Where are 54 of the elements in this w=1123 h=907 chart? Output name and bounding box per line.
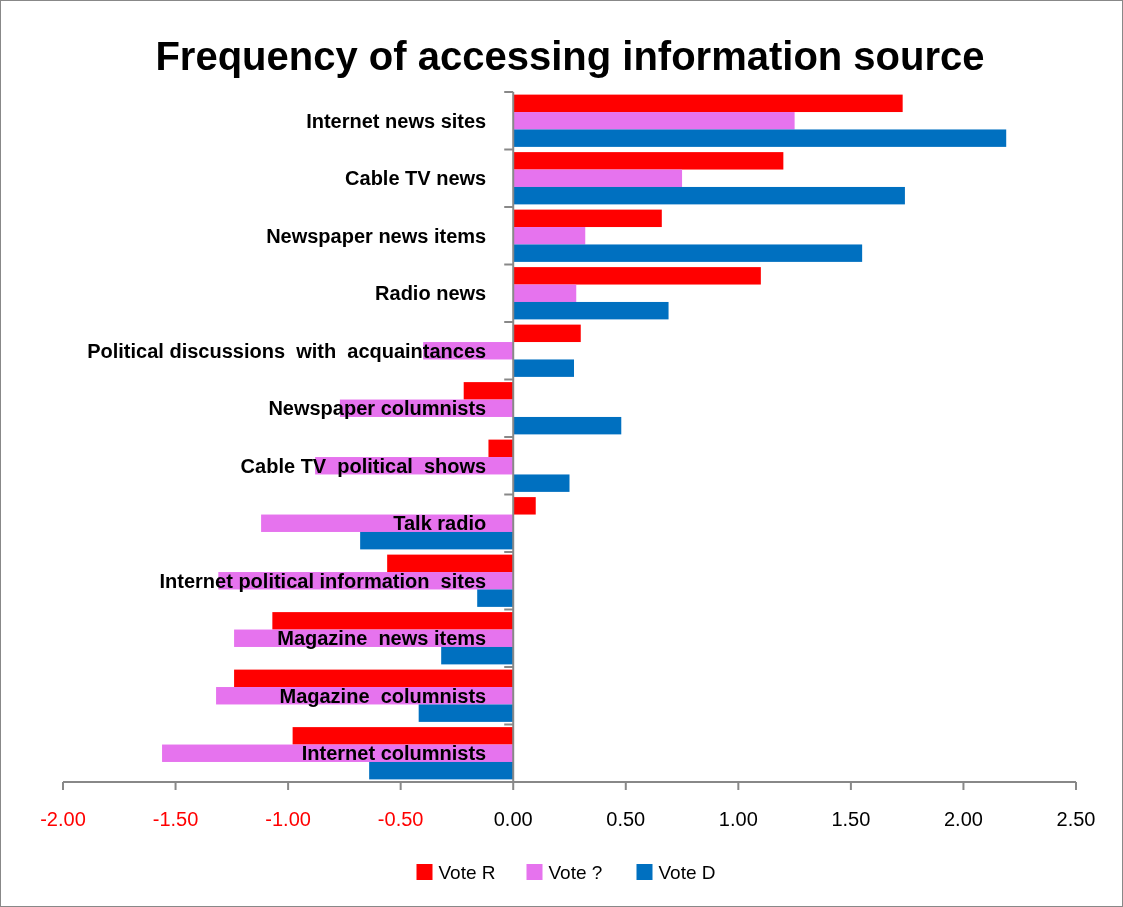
y-tick-label: Magazine news items	[277, 627, 487, 650]
x-tick-label: 1.00	[718, 808, 758, 830]
bar	[272, 612, 514, 630]
x-tick-label: -0.50	[377, 808, 424, 830]
legend-label: Vote ?	[548, 862, 603, 883]
bar	[513, 169, 683, 187]
x-tick-label: 2.50	[1056, 808, 1096, 830]
bar	[292, 727, 514, 745]
x-tick-label: 0.50	[606, 808, 646, 830]
y-tick-label: Internet political information sites	[159, 569, 487, 592]
x-tick-label: -1.50	[152, 808, 199, 830]
x-tick-label: 1.50	[831, 808, 871, 830]
x-tick-label: 2.00	[943, 808, 983, 830]
y-tick-label: Talk radio	[393, 512, 487, 535]
legend-label: Vote R	[438, 862, 496, 883]
bar	[513, 497, 536, 515]
x-tick-label: -2.00	[40, 808, 86, 830]
y-tick-label: Cable TV news	[345, 167, 487, 190]
bar	[387, 554, 514, 573]
y-tick-label: Newspaper news items	[266, 224, 487, 247]
bar	[418, 704, 514, 722]
y-tick-label: Magazine columnists	[279, 684, 487, 707]
bar	[513, 324, 581, 343]
bar	[513, 129, 1007, 147]
bar	[513, 284, 577, 302]
bar	[441, 646, 514, 665]
bar	[513, 152, 784, 170]
y-tick-label: Internet news sites	[306, 109, 487, 132]
bar	[513, 94, 903, 113]
bar	[234, 669, 514, 688]
bar	[488, 439, 514, 458]
bar	[360, 531, 514, 550]
bar	[513, 359, 574, 377]
bar	[513, 186, 905, 205]
bar	[513, 209, 662, 228]
y-tick-label: Internet columnists	[301, 742, 487, 765]
x-tick-label: 0.00	[493, 808, 533, 830]
bar	[513, 267, 761, 285]
bar	[513, 301, 669, 320]
bar	[463, 382, 514, 400]
bar	[513, 416, 622, 435]
bar	[513, 227, 586, 245]
y-tick-label: Cable TV political shows	[240, 454, 487, 477]
chart-title: Frequency of accessing information source	[155, 34, 985, 78]
y-tick-label: Radio news	[375, 282, 487, 305]
bar	[513, 474, 570, 492]
bar	[477, 589, 514, 607]
bar	[513, 112, 795, 130]
y-tick-label: Political discussions with acquaintances	[87, 339, 487, 362]
bar	[513, 244, 863, 262]
legend-label: Vote D	[658, 862, 716, 883]
x-tick-label: -1.00	[265, 808, 311, 830]
bar	[369, 761, 514, 780]
y-tick-label: Newspaper columnists	[268, 397, 487, 420]
